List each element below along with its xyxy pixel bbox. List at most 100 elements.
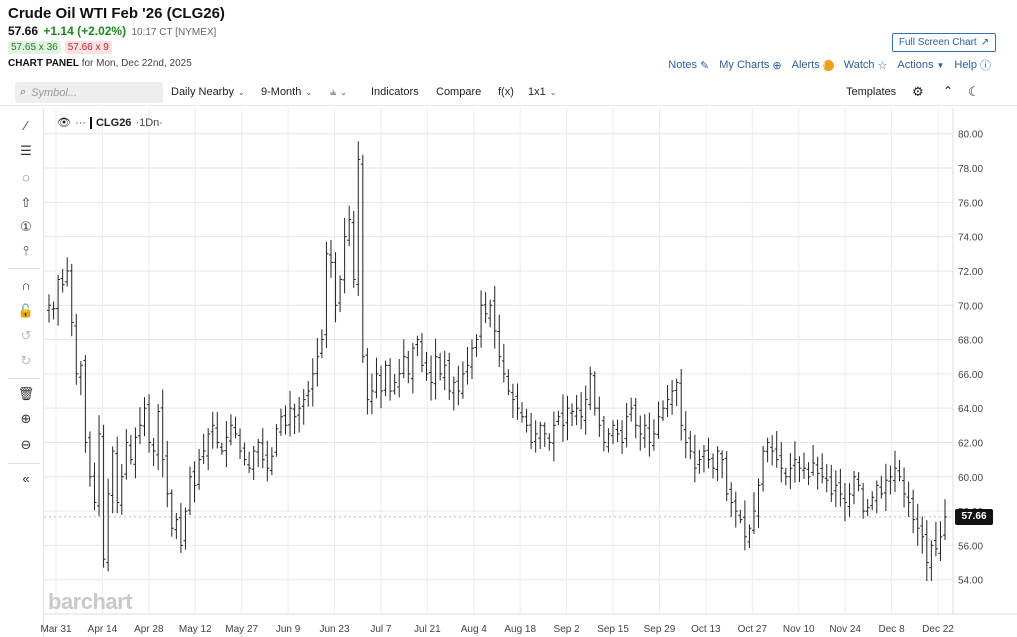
y-tick-label: 80.00 [958,130,983,141]
measure-tool-icon[interactable]: ⫯ [23,243,29,258]
ohlc-bar [897,459,902,482]
collapse-left-icon[interactable]: « [22,470,30,486]
daily-nearby-dropdown[interactable]: Daily Nearby ⌄ [171,86,245,98]
ohlc-bar [842,483,847,522]
help-label: Help [954,59,977,71]
fib-tool-icon[interactable]: ☰ [20,143,32,158]
layout-dropdown[interactable]: 1x1 ⌄ [528,86,556,98]
lock-icon[interactable]: 🔓 [17,303,35,318]
y-tick-label: 56.00 [958,541,983,552]
dark-mode-icon[interactable]: ☾ [968,84,980,99]
help-link[interactable]: Help ⓘ [954,57,991,73]
header-links: Notes ✎ My Charts ⊕ Alerts! Watch ☆ Actions… [668,57,991,73]
ohlc-bar [933,521,938,557]
line-tool-icon[interactable]: ∕ [24,117,28,133]
period-label: 9-Month [261,86,302,98]
notes-link[interactable]: Notes ✎ [668,59,709,72]
period-dropdown[interactable]: 9-Month ⌄ [261,86,312,98]
ohlc-bar [301,389,306,425]
ohlc-bar [551,411,556,462]
ohlc-bar [410,342,415,394]
trash-icon[interactable]: 🗑 [17,386,35,401]
x-tick-label: Jul 21 [414,624,441,635]
ohlc-bar [738,509,743,524]
undo-icon[interactable]: ↺ [20,328,32,343]
more-icon[interactable]: ··· [74,116,86,129]
ohlc-bar [224,421,229,468]
ohlc-bar [629,397,634,422]
ohlc-bar [565,395,570,441]
ohlc-bar [183,507,188,550]
settings-gear-icon[interactable]: ⚙ [912,84,924,99]
ohlc-bar [283,405,288,435]
watch-link[interactable]: Watch ☆ [844,59,888,72]
ohlc-bar [351,211,356,288]
ohlc-bar [829,464,834,502]
y-tick-label: 78.00 [958,164,983,175]
caret-down-icon: ▼ [936,60,945,70]
panel-date: for Mon, Dec 22nd, 2025 [81,58,192,69]
ohlc-bar [501,343,506,383]
ohlc-bar [260,428,265,469]
ohlc-bar [747,524,752,549]
zoom-in-icon[interactable]: ⊕ [20,411,32,426]
ohlc-bar [924,520,929,582]
templates-button[interactable]: Templates [846,86,896,98]
ohlc-bar [297,397,302,433]
ohlc-bar [492,285,497,349]
chevron-down-icon: ⌄ [305,87,313,97]
ohlc-bar [597,396,602,437]
zoom-out-icon[interactable]: ⊖ [20,437,32,452]
ohlc-bar [442,350,447,391]
legend-interval: ·1Dn· [135,116,163,129]
alerts-link[interactable]: Alerts! [792,59,834,71]
ohlc-bar [943,499,947,541]
edit-icon: ✎ [700,59,710,72]
ohlc-bar [560,394,565,442]
ohlc-bar [792,441,797,483]
plus-circle-icon: ⊕ [772,59,782,72]
ohlc-bar [701,444,706,473]
ohlc-bar [811,444,816,476]
indicators-button[interactable]: Indicators [371,86,419,98]
ohlc-bar [574,395,579,426]
price-change: +1.14 (+2.02%) [43,24,127,38]
magnet-icon[interactable]: ∩ [21,277,31,293]
x-axis: Mar 31 Apr 14 Apr 28 May 12 May 27 Jun 9 Jun 2… [40,624,954,635]
full-screen-button[interactable]: Full Screen Chart ↗ [892,33,996,52]
fx-button[interactable]: f(x) [498,86,514,98]
ohlc-bar [779,441,784,483]
daily-nearby-label: Daily Nearby [171,86,234,98]
chart-type-dropdown[interactable]: ⫨ ⌄ [330,86,347,99]
ohlc-bar [78,361,83,396]
ohlc-bar [383,360,388,397]
ohlc-bar [206,428,211,471]
eye-icon[interactable]: 👁 [57,117,71,129]
my-charts-link[interactable]: My Charts ⊕ [719,59,781,72]
y-tick-label: 66.00 [958,370,983,381]
redo-icon[interactable]: ↻ [20,353,32,368]
annotation-tool-icon[interactable]: ① [20,219,32,234]
ohlc-bar [833,470,838,508]
ohlc-bar [110,446,115,514]
symbol-search[interactable]: ⌕ Symbol... [15,82,163,103]
ohlc-bar [729,482,734,518]
ohlc-bar [415,335,420,357]
ohlc-bar [888,465,893,495]
ohlc-bar [720,450,725,479]
arrow-up-tool-icon[interactable]: ⇧ [20,195,32,210]
ohlc-bar [797,456,802,483]
actions-menu[interactable]: Actions ▼ [897,59,944,71]
ohlc-bar [542,422,547,447]
ohlc-bar [724,451,729,502]
x-tick-label: Dec 22 [922,624,954,635]
compare-button[interactable]: Compare [436,86,481,98]
bid-ask: 57.65 x 36 57.66 x 9 [8,41,112,54]
shape-tool-icon[interactable]: ◌ [22,169,30,185]
drawing-toolbar: ∕ ☰ ◌ ⇧ ① ⫯ ∩ 🔓 ↺ ↻ 🗑 ⊕ ⊖ « [0,108,44,637]
ohlc-bar [69,263,74,337]
ohlc-bar [606,428,611,453]
ohlc-bar [620,420,625,454]
collapse-up-icon[interactable]: ⌃ [943,84,954,98]
